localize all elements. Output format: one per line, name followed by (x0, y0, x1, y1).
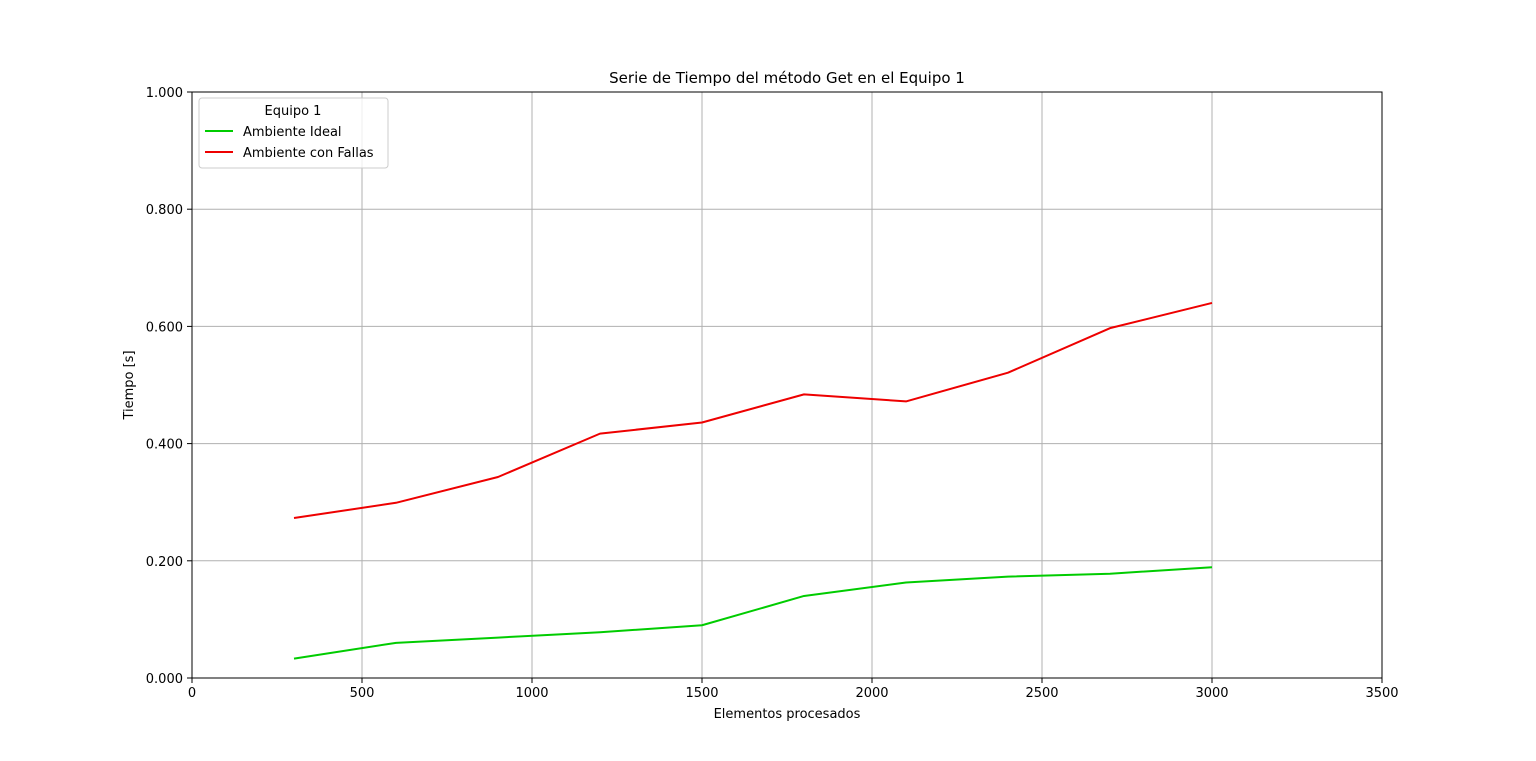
x-tick-label: 1500 (685, 686, 718, 701)
legend: Equipo 1 Ambiente Ideal Ambiente con Fall… (198, 97, 389, 169)
plot-frame (191, 91, 1383, 679)
legend-label: Ambiente con Fallas (243, 146, 374, 161)
legend-label: Ambiente Ideal (243, 125, 342, 140)
y-tick-label: 0.400 (146, 438, 183, 453)
legend-box (198, 97, 389, 169)
x-tick-label: 1000 (515, 686, 548, 701)
x-tick-label: 500 (350, 686, 375, 701)
series-lines (293, 301, 1213, 660)
y-tick-label: 1.000 (146, 86, 183, 101)
x-axis-label: Elementos procesados (714, 707, 861, 722)
x-axis-ticks: 0 500 1000 1500 2000 2500 3000 3500 (188, 678, 1399, 701)
y-tick-label: 0.000 (146, 672, 183, 687)
x-tick-label: 2500 (1025, 686, 1058, 701)
x-tick-label: 3500 (1365, 686, 1398, 701)
y-axis-label: Tiempo [s] (122, 350, 137, 420)
y-tick-label: 0.200 (146, 555, 183, 570)
y-tick-label: 0.800 (146, 203, 183, 218)
legend-entries: Ambiente Ideal Ambiente con Fallas (205, 125, 374, 161)
x-tick-label: 2000 (855, 686, 888, 701)
x-tick-label: 0 (188, 686, 196, 701)
chart-title: Serie de Tiempo del método Get en el Equ… (609, 69, 965, 87)
series-line-2 (293, 301, 1213, 520)
legend-title: Equipo 1 (265, 104, 322, 119)
y-tick-label: 0.600 (146, 320, 183, 335)
series-line-1 (293, 566, 1213, 660)
y-axis-ticks: 0.000 0.200 0.400 0.600 0.800 1.000 (146, 86, 192, 687)
x-tick-label: 3000 (1195, 686, 1228, 701)
